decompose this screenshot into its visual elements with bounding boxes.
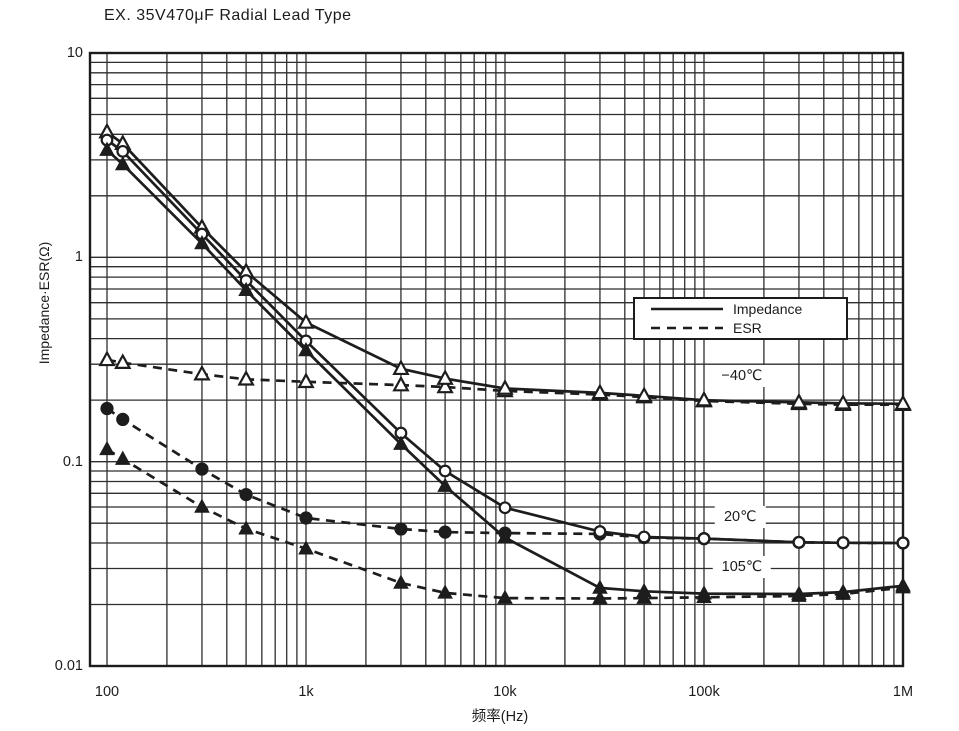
triangle-filled-marker [99, 440, 115, 456]
legend-box: Impedance ESR [633, 297, 848, 340]
circle-filled-marker [100, 401, 114, 416]
triangle-open-marker [894, 394, 912, 411]
y-tick-label-0.1: 0.1 [62, 453, 83, 470]
x-axis-label: 频率(Hz) [471, 709, 529, 725]
legend-entry-esr: ESR [649, 320, 846, 336]
triangle-open-marker [695, 390, 713, 407]
x-tick-label-100k: 100k [688, 684, 720, 700]
triangle-filled-marker [393, 435, 409, 450]
legend-label-impedance: Impedance [733, 301, 803, 317]
triangle-filled-marker [895, 577, 911, 592]
triangle-filled-marker [99, 141, 115, 156]
circle-open-marker [438, 464, 452, 478]
y-axis-label: Impedance·ESR(Ω) [36, 241, 52, 365]
triangle-filled-marker [298, 540, 314, 555]
triangle-open-marker [496, 379, 514, 395]
triangle-open-marker [98, 350, 116, 367]
triangle-filled-marker [592, 579, 608, 594]
circle-filled-marker [239, 487, 253, 502]
triangle-open-marker [193, 364, 211, 381]
circle-filled-marker [394, 522, 408, 536]
x-tick-label-1k: 1k [298, 684, 314, 700]
triangle-filled-marker [298, 342, 314, 357]
legend-entry-impedance: Impedance [649, 301, 846, 317]
circle-filled-marker [116, 412, 130, 427]
triangle-filled-marker [238, 520, 254, 535]
triangle-open-marker [392, 375, 410, 392]
triangle-filled-marker [437, 584, 453, 599]
grid-lines [90, 53, 903, 666]
circle-open-marker [593, 525, 607, 538]
triangle-open-marker [436, 377, 454, 394]
legend-label-esr: ESR [733, 320, 762, 336]
triangle-open-marker [591, 383, 609, 400]
x-tick-label-10k: 10k [493, 684, 517, 700]
triangle-filled-marker [194, 498, 210, 513]
series-markers [98, 122, 912, 605]
plot-border [88, 51, 905, 668]
series-line-impedance-20℃ [106, 138, 904, 545]
triangle-open-marker [392, 359, 410, 376]
series-lines [106, 131, 904, 600]
triangle-open-marker [436, 369, 454, 385]
triangle-open-marker [297, 312, 315, 329]
circle-open-marker [116, 144, 130, 158]
triangle-filled-marker [114, 450, 131, 465]
triangle-filled-marker [696, 585, 712, 600]
circle-open-marker [792, 535, 806, 549]
triangle-filled-marker [592, 590, 608, 605]
y-tick-label-0.01: 0.01 [54, 658, 83, 674]
triangle-filled-marker [636, 582, 652, 598]
triangle-filled-marker [791, 585, 807, 600]
triangle-filled-marker [194, 234, 210, 250]
triangle-open-marker [834, 393, 852, 410]
circle-open-marker [498, 501, 512, 515]
curve-label-20: 20℃ [714, 506, 766, 529]
circle-open-marker [637, 530, 651, 544]
circle-open-marker [896, 536, 910, 550]
triangle-filled-marker [393, 574, 409, 589]
circle-open-marker [697, 532, 711, 546]
circle-filled-marker [299, 511, 313, 525]
y-tick-label-10: 10 [66, 45, 83, 61]
triangle-filled-marker [497, 529, 513, 544]
triangle-open-marker [114, 353, 132, 370]
curve-label-105: 105℃ [712, 556, 772, 579]
triangle-open-marker [635, 386, 653, 403]
dashed-line-icon [651, 326, 723, 330]
circle-filled-marker [195, 462, 209, 476]
triangle-filled-marker [238, 281, 254, 297]
triangle-filled-marker [114, 155, 131, 171]
triangle-filled-marker [437, 477, 453, 492]
curve-label-−40: −40℃ [712, 364, 772, 387]
series-line-impedance-−40℃ [106, 131, 904, 406]
circle-filled-marker [438, 525, 452, 539]
circle-open-marker [836, 536, 850, 550]
chart-title: EX. 35V470μF Radial Lead Type [104, 7, 352, 24]
triangle-open-marker [297, 372, 315, 389]
solid-line-icon [651, 307, 723, 311]
triangle-filled-marker [835, 583, 851, 598]
triangle-open-marker [790, 392, 808, 409]
y-tick-label-1: 1 [74, 249, 83, 266]
x-tick-label-100: 100 [94, 684, 120, 700]
triangle-filled-marker [497, 589, 513, 604]
triangle-open-marker [237, 369, 255, 386]
series-line-impedance-105℃ [106, 149, 904, 596]
x-tick-label-1M: 1M [892, 684, 914, 700]
